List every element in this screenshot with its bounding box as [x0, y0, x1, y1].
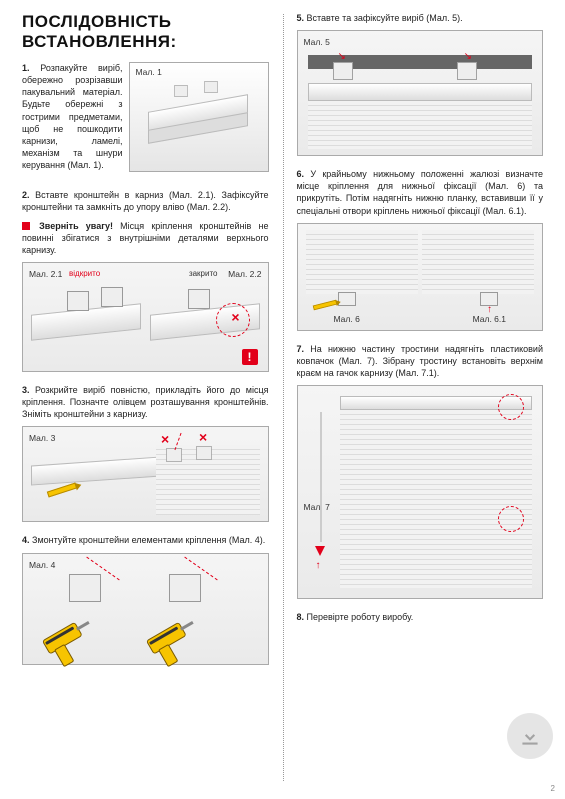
x-mark-3: ×	[199, 429, 207, 445]
figure-4: Мал. 4	[22, 553, 269, 665]
figure-5: Мал. 5 ↘ ↘	[297, 30, 544, 156]
step-7-text: 7. На нижню частину тростини надягніть п…	[297, 343, 544, 379]
x-mark-2: ×	[161, 431, 169, 447]
figure-6-1-label: Мал. 6.1	[473, 314, 506, 324]
figure-6: Мал. 6 Мал. 6.1 ↑	[297, 223, 544, 331]
pencil-icon	[47, 483, 77, 498]
figure-3: Мал. 3 × ×	[22, 426, 269, 522]
figure-5-label: Мал. 5	[304, 37, 330, 47]
step-5-num: 5.	[297, 13, 305, 23]
figure-7: Мал. 7 Мал. 7.1 ↑	[297, 385, 544, 599]
arrow-1: ↘	[338, 51, 346, 62]
step-6-num: 6.	[297, 169, 305, 179]
left-column: ПОСЛІДОВНІСТЬ ВСТАНОВЛЕННЯ: 1. Розпакуйт…	[14, 12, 283, 789]
step-3-num: 3.	[22, 385, 30, 395]
pencil-icon-2	[312, 299, 336, 309]
step-3-text: 3. Розкрийте виріб повністю, прикладіть …	[22, 384, 269, 420]
arrow-2: ↘	[464, 51, 472, 62]
step-1-block: 1. Розпакуйте виріб, обережно розрізавши…	[22, 62, 269, 177]
figure-2-1-label: Мал. 2.1	[29, 269, 62, 279]
step-4-text: 4. Змонтуйте кронштейни елементами кріпл…	[22, 534, 269, 546]
x-mark: ×	[231, 309, 239, 325]
page-number: 2	[551, 784, 555, 793]
step-2-num: 2.	[22, 190, 30, 200]
step-2-body: Вставте кронштейн в карниз (Мал. 2.1). З…	[22, 190, 269, 212]
page-title: ПОСЛІДОВНІСТЬ ВСТАНОВЛЕННЯ:	[22, 12, 269, 52]
arrow-4: ↑	[316, 560, 321, 571]
arrow-3: ↑	[487, 304, 492, 315]
exclamation-icon: !	[242, 349, 258, 365]
step-2-warning: Зверніть увагу! Місця кріплення кронштей…	[22, 220, 269, 256]
column-divider	[283, 14, 284, 781]
figure-1-label: Мал. 1	[136, 67, 162, 77]
step-2-warn-label: Зверніть увагу!	[39, 221, 113, 231]
step-6-text: 6. У крайньому нижньому положенні жалюзі…	[297, 168, 544, 217]
step-1-num: 1.	[22, 63, 30, 73]
download-watermark-icon	[507, 713, 553, 759]
figure-1: Мал. 1	[129, 62, 269, 172]
figure-2: Мал. 2.1 відкрито закрито Мал. 2.2 × !	[22, 262, 269, 372]
drill-icon-2	[146, 615, 206, 669]
step-2-text: 2. Вставте кронштейн в карниз (Мал. 2.1)…	[22, 189, 269, 213]
drill-icon-1	[42, 615, 102, 669]
step-1-text: 1. Розпакуйте виріб, обережно розрізавши…	[22, 62, 123, 171]
step-5-body: Вставте та зафіксуйте виріб (Мал. 5).	[307, 13, 463, 23]
step-1-body: Розпакуйте виріб, обережно розрізавши па…	[22, 63, 123, 170]
open-label: відкрито	[69, 269, 100, 278]
figure-3-label: Мал. 3	[29, 433, 55, 443]
warning-icon	[22, 222, 30, 230]
step-8-body: Перевірте роботу виробу.	[307, 612, 414, 622]
step-6-body: У крайньому нижньому положенні жалюзі ви…	[297, 169, 544, 215]
step-7-body: На нижню частину тростини надягніть плас…	[297, 344, 544, 378]
wand-cap-icon	[315, 546, 325, 556]
step-8-text: 8. Перевірте роботу виробу.	[297, 611, 544, 623]
step-4-body: Змонтуйте кронштейни елементами кріпленн…	[32, 535, 265, 545]
step-8-num: 8.	[297, 612, 305, 622]
step-4-num: 4.	[22, 535, 30, 545]
figure-2-2-label: Мал. 2.2	[228, 269, 261, 279]
step-5-text: 5. Вставте та зафіксуйте виріб (Мал. 5).	[297, 12, 544, 24]
figure-6-label: Мал. 6	[334, 314, 360, 324]
figure-7-label: Мал. 7	[304, 502, 330, 512]
detail-circle-71b	[498, 506, 524, 532]
wand	[320, 412, 322, 542]
closed-label: закрито	[189, 269, 218, 278]
detail-circle-71a	[498, 394, 524, 420]
right-column: 5. Вставте та зафіксуйте виріб (Мал. 5).…	[283, 12, 552, 789]
figure-4-label: Мал. 4	[29, 560, 55, 570]
step-3-body: Розкрийте виріб повністю, прикладіть йог…	[22, 385, 269, 419]
step-7-num: 7.	[297, 344, 305, 354]
